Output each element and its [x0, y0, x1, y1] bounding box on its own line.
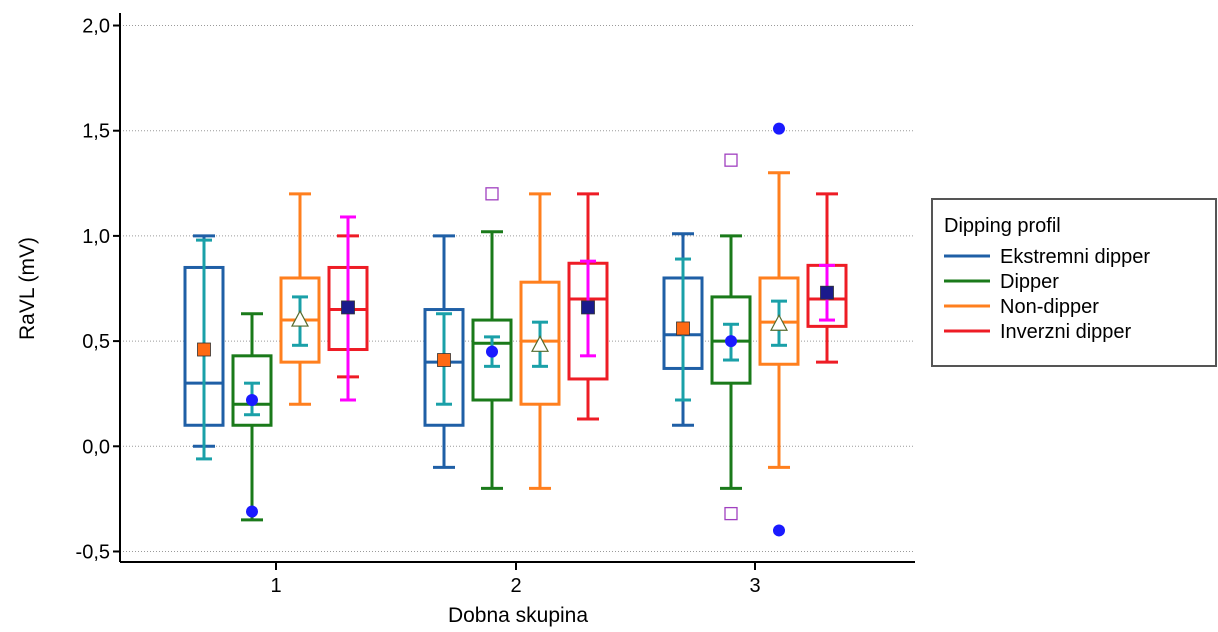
legend-items: Ekstremni dipper Dipper Non-dipper Inverzni… [944, 246, 1150, 343]
box-dipper-2 [471, 187, 513, 490]
box-non-dipper-2 [519, 192, 561, 490]
mean-marker [770, 313, 788, 331]
y-tick-label: 1,5 [82, 121, 110, 143]
y-axis-ticks: -0,5 0,0 0,5 1,0 1,5 2,0 [76, 16, 120, 563]
outlier-point [724, 153, 738, 167]
y-tick-label: 0,5 [82, 331, 110, 353]
legend-label: Dipper [1000, 271, 1059, 293]
box-dipper-3 [710, 153, 752, 521]
box-ekstremni-dipper-1 [183, 234, 225, 461]
outlier-point [773, 122, 785, 135]
x-tick-label: 2 [510, 575, 521, 597]
y-tick-label: 2,0 [82, 16, 110, 38]
mean-marker [246, 394, 258, 407]
box-inverzni-dipper-3 [806, 192, 848, 364]
legend-label: Ekstremni dipper [1000, 246, 1150, 268]
legend-title: Dipping profil [944, 215, 1061, 237]
x-tick-label: 1 [270, 575, 281, 597]
mean-marker [676, 321, 690, 336]
x-tick-label: 3 [749, 575, 760, 597]
mean-marker [725, 335, 737, 348]
y-tick-label: 1,0 [82, 226, 110, 248]
box-dipper-1 [231, 312, 273, 522]
mean-marker [197, 342, 211, 357]
mean-marker [531, 335, 549, 352]
legend-label: Non-dipper [1000, 296, 1099, 318]
mean-marker [341, 300, 355, 315]
mean-marker [291, 309, 309, 327]
outlier-point [485, 187, 499, 201]
mean-marker [820, 285, 834, 300]
x-axis-ticks: 1 2 3 [270, 562, 761, 597]
legend-frame [931, 198, 1217, 367]
box-ekstremni-dipper-3 [662, 232, 704, 427]
axes [119, 13, 915, 563]
box-inverzni-dipper-1 [327, 215, 369, 402]
outlier-point [773, 524, 785, 537]
box-non-dipper-3 [758, 122, 800, 537]
box-ekstremni-dipper-2 [423, 234, 465, 469]
legend-label: Inverzni dipper [1000, 321, 1132, 343]
box-inverzni-dipper-2 [567, 192, 609, 421]
y-tick-label: -0,5 [76, 541, 110, 563]
outlier-point [246, 505, 258, 518]
mean-marker [486, 345, 498, 358]
outlier-point [724, 506, 738, 521]
y-tick-label: 0,0 [82, 436, 110, 458]
legend: Dipping profil Ekstremni dipper Dipper Non… [931, 198, 1217, 367]
box-non-dipper-1 [279, 192, 321, 406]
plot-area [183, 122, 848, 537]
x-axis-title: Dobna skupina [448, 604, 588, 627]
y-axis-title: RaVL (mV) [16, 237, 39, 340]
mean-marker [437, 353, 451, 367]
mean-marker [581, 300, 595, 315]
